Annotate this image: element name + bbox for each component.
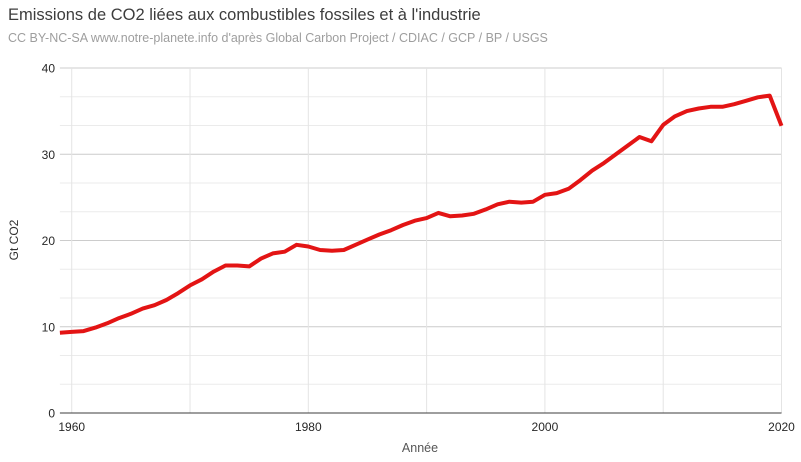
chart-title: Emissions de CO2 liées aux combustibles …: [8, 6, 481, 24]
y-tick-label: 10: [42, 320, 56, 334]
y-axis-title: Gt CO2: [7, 219, 21, 261]
chart-subtitle: CC BY-NC-SA www.notre-planete.info d'apr…: [8, 31, 548, 45]
x-axis-title: Année: [401, 441, 439, 455]
x-tick-label: 1980: [295, 420, 322, 434]
y-tick-label: 20: [42, 234, 56, 248]
emissions-line: [59, 93, 784, 335]
x-tick-label: 1960: [58, 420, 85, 434]
x-tick-label: 2020: [768, 420, 795, 434]
y-tick-label: 40: [42, 62, 56, 76]
y-tick-label: 0: [48, 407, 55, 421]
y-tick-label: 30: [42, 148, 56, 162]
x-tick-label: 2000: [532, 420, 559, 434]
